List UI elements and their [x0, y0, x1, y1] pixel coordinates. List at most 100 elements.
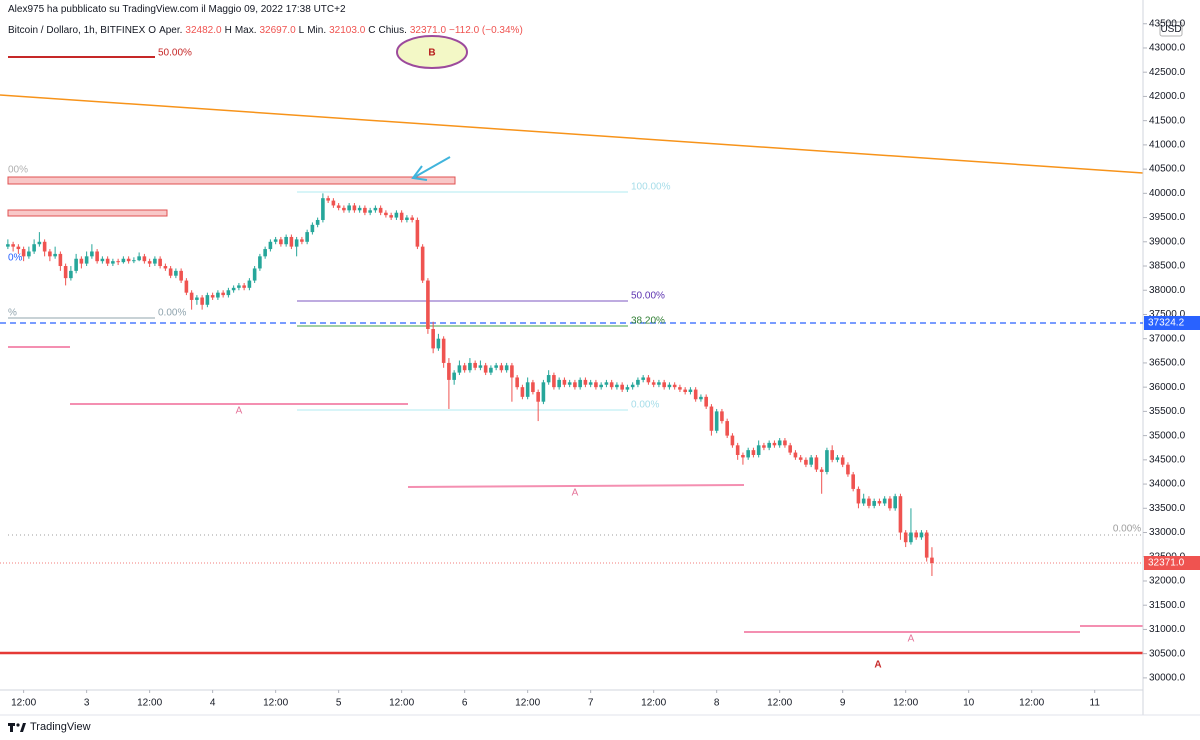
candle-body — [294, 239, 299, 247]
candle-body — [662, 382, 666, 388]
candle-body — [195, 297, 199, 300]
candle-body — [21, 249, 26, 257]
candle-body — [515, 377, 519, 388]
candle-body — [79, 258, 84, 264]
candle-body — [252, 268, 257, 281]
candle-body — [914, 532, 918, 538]
candle-body — [90, 251, 94, 257]
candle-body — [378, 207, 383, 213]
candle-body — [405, 217, 409, 220]
candle-body — [578, 379, 582, 388]
x-tick-label: 10 — [963, 698, 975, 709]
label-ellipse — [396, 35, 468, 69]
candle-body — [389, 215, 393, 218]
candle-body — [567, 382, 572, 385]
candle-body — [11, 244, 15, 247]
trend-line — [0, 94, 1144, 174]
candle-body — [573, 382, 577, 388]
y-tick-label: 30500.0 — [1149, 648, 1186, 659]
candle-body — [741, 454, 745, 458]
candle-body — [478, 365, 483, 368]
candle-body — [58, 253, 63, 267]
candle-body — [174, 270, 178, 276]
candle-body — [436, 338, 441, 349]
candle-body — [735, 445, 740, 455]
level-line — [407, 484, 745, 488]
symbol-info: Bitcoin / Dollaro, 1h, BITFINEX O Aper. 324… — [8, 25, 523, 36]
candle-body — [851, 474, 855, 489]
brand: TradingView — [30, 721, 91, 733]
candle-body — [594, 382, 598, 388]
candle-body — [620, 384, 624, 390]
candle-body — [919, 532, 924, 538]
candle-body — [168, 268, 173, 276]
y-tick-label: 32000.0 — [1149, 576, 1186, 587]
candle-body — [315, 219, 320, 225]
candle-body — [431, 329, 435, 349]
y-tick-label: 37000.0 — [1149, 333, 1186, 344]
candle-body — [263, 249, 267, 257]
candle-body — [867, 498, 871, 506]
candle-body — [699, 396, 703, 400]
annotation: 00% — [8, 165, 28, 176]
candle-body — [153, 258, 157, 264]
ohlc-label: Chius. — [378, 25, 407, 36]
candle-body — [95, 251, 99, 262]
annotation: B — [428, 48, 435, 59]
candle-body — [546, 375, 551, 383]
candle-body — [48, 251, 52, 257]
candle-body — [415, 219, 420, 247]
currency-box — [1159, 21, 1183, 37]
y-tick-label: 40000.0 — [1149, 188, 1186, 199]
candle-body — [725, 421, 729, 436]
candle-body — [531, 382, 535, 393]
candle-body — [111, 261, 115, 264]
y-tick-label: 33000.0 — [1149, 527, 1186, 538]
price-tag — [1144, 315, 1200, 330]
x-tick-label: 12:00 — [515, 698, 540, 709]
candle-body — [720, 411, 724, 422]
candle-body — [678, 387, 682, 390]
candle-body — [615, 384, 619, 388]
candle-body — [489, 367, 493, 373]
ohlc-label: Min. — [307, 25, 327, 36]
candle-body — [641, 377, 645, 380]
candle-body — [326, 198, 330, 201]
candle-body — [520, 387, 525, 397]
candle-body — [814, 457, 819, 470]
candle-body — [289, 236, 294, 247]
candle-body — [105, 258, 110, 264]
annotation: 50.00% — [158, 48, 192, 59]
ohlc-value: 32103.0 — [329, 25, 366, 36]
candle-body — [6, 244, 10, 247]
y-tick-label: 43000.0 — [1149, 43, 1186, 54]
candle-body — [751, 450, 756, 455]
annotation: 0.00% — [158, 308, 186, 319]
candle-body — [121, 258, 126, 263]
candle-body — [258, 256, 262, 269]
x-tick-label: 6 — [462, 698, 468, 709]
candle-body — [69, 270, 73, 279]
y-tick-label: 34500.0 — [1149, 454, 1186, 465]
candle-body — [231, 287, 236, 291]
candle-body — [709, 406, 714, 431]
candle-body — [336, 205, 341, 208]
y-tick-label: 35000.0 — [1149, 430, 1186, 441]
candle-body — [730, 435, 735, 446]
candle-body — [305, 232, 309, 242]
candle-body — [16, 246, 21, 250]
candle-body — [835, 457, 840, 460]
candle-body — [394, 212, 399, 218]
candle-body — [872, 501, 876, 506]
candle-body — [630, 384, 635, 388]
candle-body — [625, 387, 630, 390]
candle-body — [683, 389, 687, 393]
zone — [7, 176, 456, 185]
y-tick-label: 33500.0 — [1149, 503, 1186, 514]
candle-body — [300, 239, 304, 242]
change: −112.0 (−0.34%) — [449, 25, 523, 36]
candle-body — [462, 365, 467, 371]
y-tick-label: 38500.0 — [1149, 261, 1186, 272]
candle-body — [347, 205, 351, 211]
price-tag-label: 37324.2 — [1148, 318, 1185, 329]
